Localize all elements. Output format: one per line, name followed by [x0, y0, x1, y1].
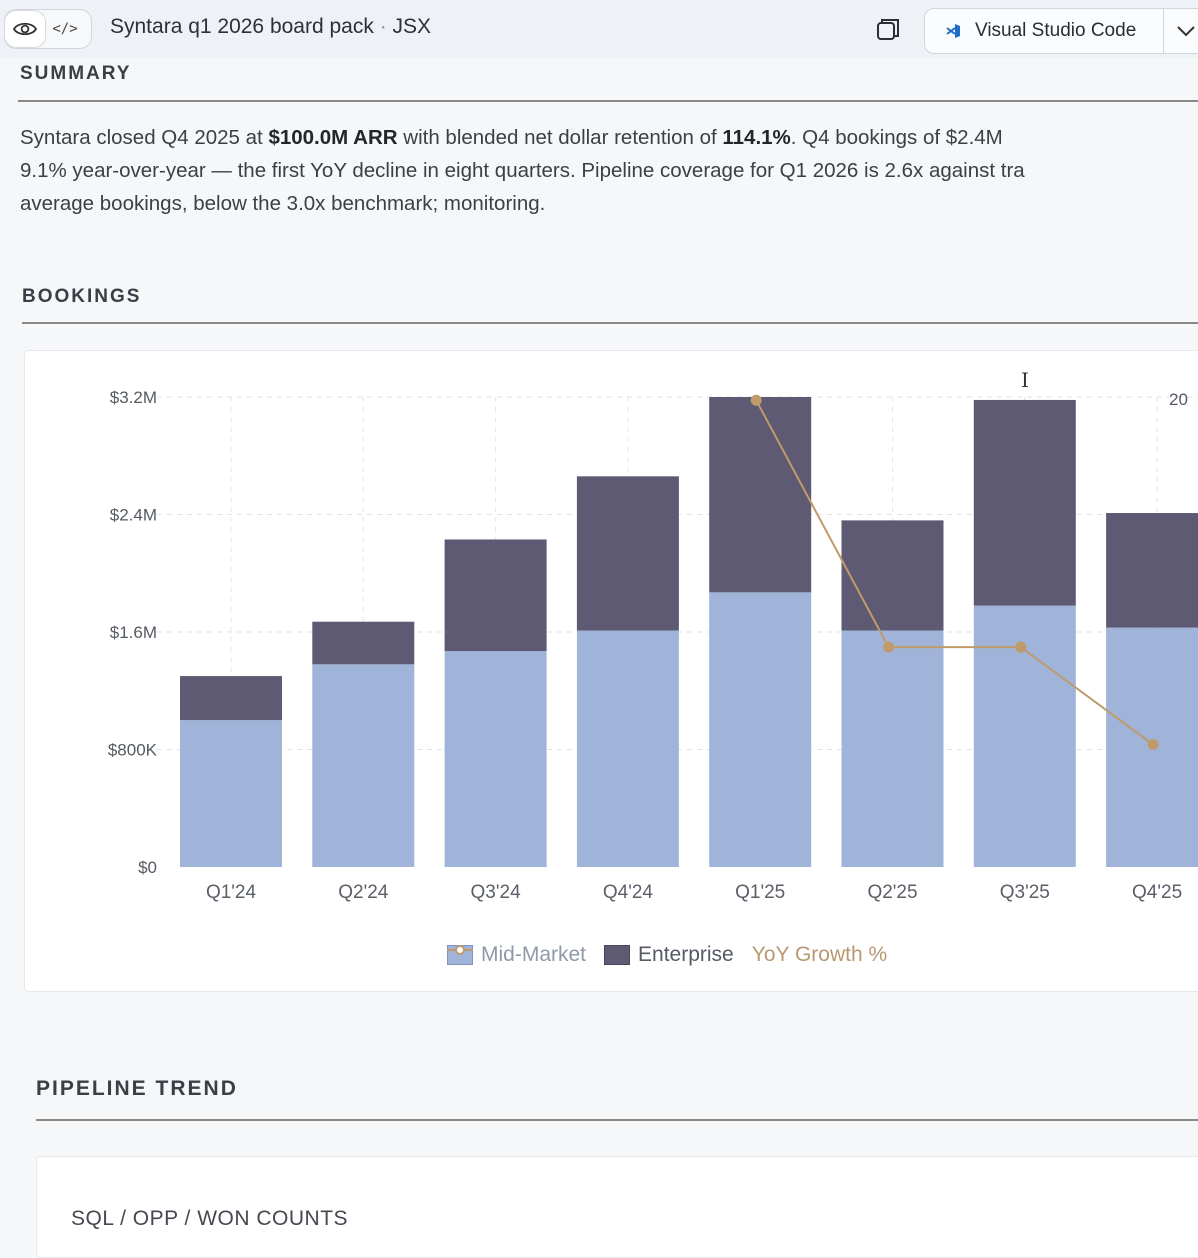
copy-icon	[877, 19, 899, 40]
bar-mid-market	[709, 592, 812, 867]
bar-mid-market	[576, 630, 679, 867]
copy-button[interactable]	[872, 16, 904, 44]
y-tick-label: $1.6M	[110, 623, 157, 642]
yoy-growth-point	[1015, 641, 1027, 653]
summary-rule	[18, 100, 1198, 102]
yoy-growth-point	[1147, 739, 1159, 751]
bar-enterprise	[973, 399, 1076, 606]
summary-heading: SUMMARY	[20, 63, 132, 84]
bar-mid-market	[841, 630, 944, 867]
file-type: JSX	[392, 15, 432, 38]
view-toggle[interactable]: </>	[4, 9, 92, 49]
x-tick-label: Q1'24	[206, 882, 257, 903]
x-tick-label: Q3'25	[1000, 882, 1050, 903]
y-tick-label: $2.4M	[110, 506, 157, 525]
title-text: Syntara q1 2026 board pack	[110, 15, 374, 38]
y-tick-label: $3.2M	[110, 388, 157, 407]
bar-enterprise	[576, 476, 679, 631]
pipeline-chart-card: SQL / OPP / WON COUNTS	[36, 1156, 1198, 1258]
eye-icon	[12, 22, 38, 36]
summary-line-3: average bookings, below the 3.0x benchma…	[20, 192, 546, 215]
summary-line-2: 9.1% year-over-year — the first YoY decl…	[20, 159, 1025, 182]
legend-label-yoy-growth: YoY Growth %	[751, 943, 888, 966]
bookings-chart: $0 $800K $1.6M $2.4M $3.2M 20 Q1'24 Q2'24 Q3'24 Q…	[108, 388, 1198, 903]
bookings-rule	[22, 322, 1198, 324]
legend-enterprise[interactable]: Enterprise	[604, 943, 734, 967]
button-divider	[1163, 9, 1164, 53]
legend-line-icon	[447, 945, 473, 955]
bar-enterprise	[180, 676, 282, 721]
summary-seg1: Syntara closed Q4 2025 at	[20, 126, 269, 149]
x-tick-label: Q3'24	[471, 882, 522, 903]
x-tick-label: Q4'24	[603, 882, 654, 903]
y2-tick-label: 20	[1169, 390, 1188, 409]
x-tick-label: Q4'25	[1132, 882, 1182, 903]
bookings-chart-card: $0 $800K $1.6M $2.4M $3.2M 20 Q1'24 Q2'24 Q3'24 Q…	[24, 350, 1198, 992]
chart-legend: Mid-Market Enterprise YoY Growth %	[447, 943, 905, 967]
legend-label-mid-market: Mid-Market	[481, 943, 587, 966]
legend-yoy-growth[interactable]: YoY Growth %	[447, 943, 888, 967]
y-tick-label: $0	[138, 858, 157, 877]
yoy-growth-point	[750, 394, 762, 406]
pipeline-rule	[36, 1119, 1198, 1121]
summary-seg2: with blended net dollar retention of	[397, 126, 723, 149]
bookings-heading: BOOKINGS	[22, 286, 142, 307]
chevron-down-icon[interactable]	[1175, 21, 1197, 41]
bar-enterprise	[444, 539, 547, 652]
legend-label-enterprise: Enterprise	[638, 943, 734, 966]
bar-mid-market	[444, 651, 547, 867]
yoy-growth-point	[883, 641, 894, 653]
preview-toggle[interactable]	[5, 11, 45, 47]
summary-ndr: 114.1%	[722, 126, 791, 149]
summary-paragraph: Syntara closed Q4 2025 at $100.0M ARR wi…	[20, 121, 1198, 220]
code-toggle[interactable]: </>	[45, 11, 85, 47]
vscode-icon	[946, 24, 960, 38]
x-tick-label: Q2'25	[867, 882, 917, 903]
summary-line-1: Syntara closed Q4 2025 at $100.0M ARR wi…	[20, 121, 1198, 154]
bar-enterprise	[841, 520, 944, 631]
summary-arr: $100.0M ARR	[268, 126, 398, 149]
bar-enterprise	[1106, 513, 1198, 628]
yoy-growth-line	[755, 399, 1154, 746]
code-icon: </>	[52, 21, 78, 37]
bar-enterprise	[709, 397, 812, 593]
document-title: Syntara q1 2026 board pack · JSX	[110, 15, 431, 39]
top-bar: </> Syntara q1 2026 board pack · JSX Vis…	[0, 0, 1198, 58]
bar-mid-market	[180, 720, 282, 867]
pipeline-heading: PIPELINE TREND	[36, 1077, 238, 1100]
open-in-editor-button[interactable]: Visual Studio Code	[924, 8, 1198, 54]
x-tick-label: Q2'24	[338, 882, 389, 903]
text-cursor-icon: I	[1021, 368, 1029, 392]
y-tick-label: $800K	[108, 741, 158, 760]
summary-seg3: . Q4 bookings of $2.4M	[790, 126, 1003, 149]
pipeline-card-title: SQL / OPP / WON COUNTS	[71, 1207, 349, 1230]
bar-mid-market	[312, 664, 415, 867]
bar-enterprise	[312, 621, 415, 665]
legend-swatch-enterprise	[604, 945, 631, 965]
x-tick-label: Q1'25	[735, 882, 785, 903]
title-separator: ·	[379, 15, 387, 38]
open-in-label: Visual Studio Code	[975, 20, 1137, 41]
